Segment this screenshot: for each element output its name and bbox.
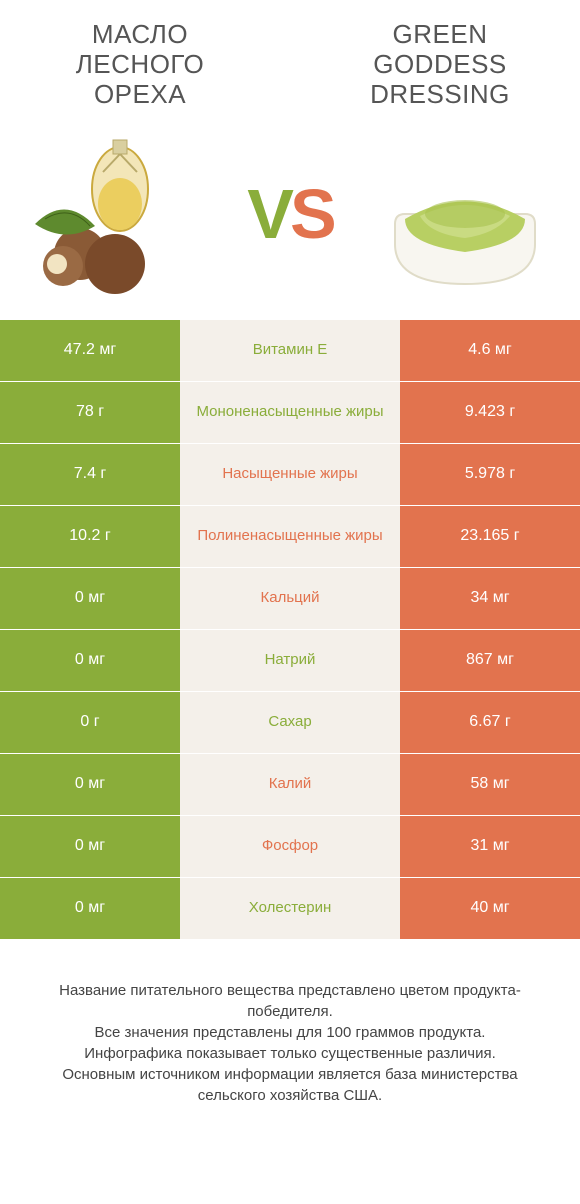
footer-line-1: Название питательного вещества представл… xyxy=(28,980,552,1022)
table-row: 78 гМононенасыщенные жиры9.423 г xyxy=(0,382,580,444)
right-value: 6.67 г xyxy=(400,692,580,753)
left-product-title: МАСЛО ЛЕСНОГО ОРЕХА xyxy=(30,20,250,110)
left-value: 0 мг xyxy=(0,816,180,877)
right-value: 9.423 г xyxy=(400,382,580,443)
left-value: 0 мг xyxy=(0,878,180,939)
hazelnut-oil-icon xyxy=(25,134,205,294)
footer-line-3: Инфографика показывает только существенн… xyxy=(28,1043,552,1064)
nutrient-label: Сахар xyxy=(180,692,400,753)
green-dressing-icon xyxy=(375,134,555,294)
nutrient-label: Полиненасыщенные жиры xyxy=(180,506,400,567)
footer-line-4: Основным источником информации является … xyxy=(28,1064,552,1106)
right-product-title: GREEN GODDESS DRESSING xyxy=(330,20,550,110)
nutrient-label: Холестерин xyxy=(180,878,400,939)
table-row: 7.4 гНасыщенные жиры5.978 г xyxy=(0,444,580,506)
right-value: 58 мг xyxy=(400,754,580,815)
table-row: 0 мгКальций34 мг xyxy=(0,568,580,630)
table-row: 0 гСахар6.67 г xyxy=(0,692,580,754)
comparison-table: 47.2 мгВитамин E4.6 мг78 гМононенасыщенн… xyxy=(0,320,580,940)
nutrient-label: Кальций xyxy=(180,568,400,629)
left-value: 10.2 г xyxy=(0,506,180,567)
header: МАСЛО ЛЕСНОГО ОРЕХА GREEN GODDESS DRESSI… xyxy=(0,0,580,120)
left-value: 0 мг xyxy=(0,754,180,815)
right-value: 31 мг xyxy=(400,816,580,877)
nutrient-label: Витамин E xyxy=(180,320,400,381)
nutrient-label: Фосфор xyxy=(180,816,400,877)
table-row: 0 мгКалий58 мг xyxy=(0,754,580,816)
right-value: 34 мг xyxy=(400,568,580,629)
table-row: 10.2 гПолиненасыщенные жиры23.165 г xyxy=(0,506,580,568)
right-product-image xyxy=(370,129,560,299)
left-value: 0 мг xyxy=(0,568,180,629)
vs-s: S xyxy=(290,175,333,253)
nutrient-label: Мононенасыщенные жиры xyxy=(180,382,400,443)
images-row: VS xyxy=(0,120,580,320)
footer-notes: Название питательного вещества представл… xyxy=(0,940,580,1106)
vs-v: V xyxy=(247,175,290,253)
table-row: 47.2 мгВитамин E4.6 мг xyxy=(0,320,580,382)
table-row: 0 мгНатрий867 мг xyxy=(0,630,580,692)
nutrient-label: Калий xyxy=(180,754,400,815)
left-product-image xyxy=(20,129,210,299)
vs-label: VS xyxy=(247,174,332,254)
left-value: 0 мг xyxy=(0,630,180,691)
nutrient-label: Насыщенные жиры xyxy=(180,444,400,505)
right-value: 4.6 мг xyxy=(400,320,580,381)
left-value: 0 г xyxy=(0,692,180,753)
nutrient-label: Натрий xyxy=(180,630,400,691)
left-value: 78 г xyxy=(0,382,180,443)
right-value: 23.165 г xyxy=(400,506,580,567)
left-value: 47.2 мг xyxy=(0,320,180,381)
right-value: 5.978 г xyxy=(400,444,580,505)
right-value: 867 мг xyxy=(400,630,580,691)
table-row: 0 мгФосфор31 мг xyxy=(0,816,580,878)
footer-line-2: Все значения представлены для 100 граммо… xyxy=(28,1022,552,1043)
right-value: 40 мг xyxy=(400,878,580,939)
left-value: 7.4 г xyxy=(0,444,180,505)
table-row: 0 мгХолестерин40 мг xyxy=(0,878,580,940)
